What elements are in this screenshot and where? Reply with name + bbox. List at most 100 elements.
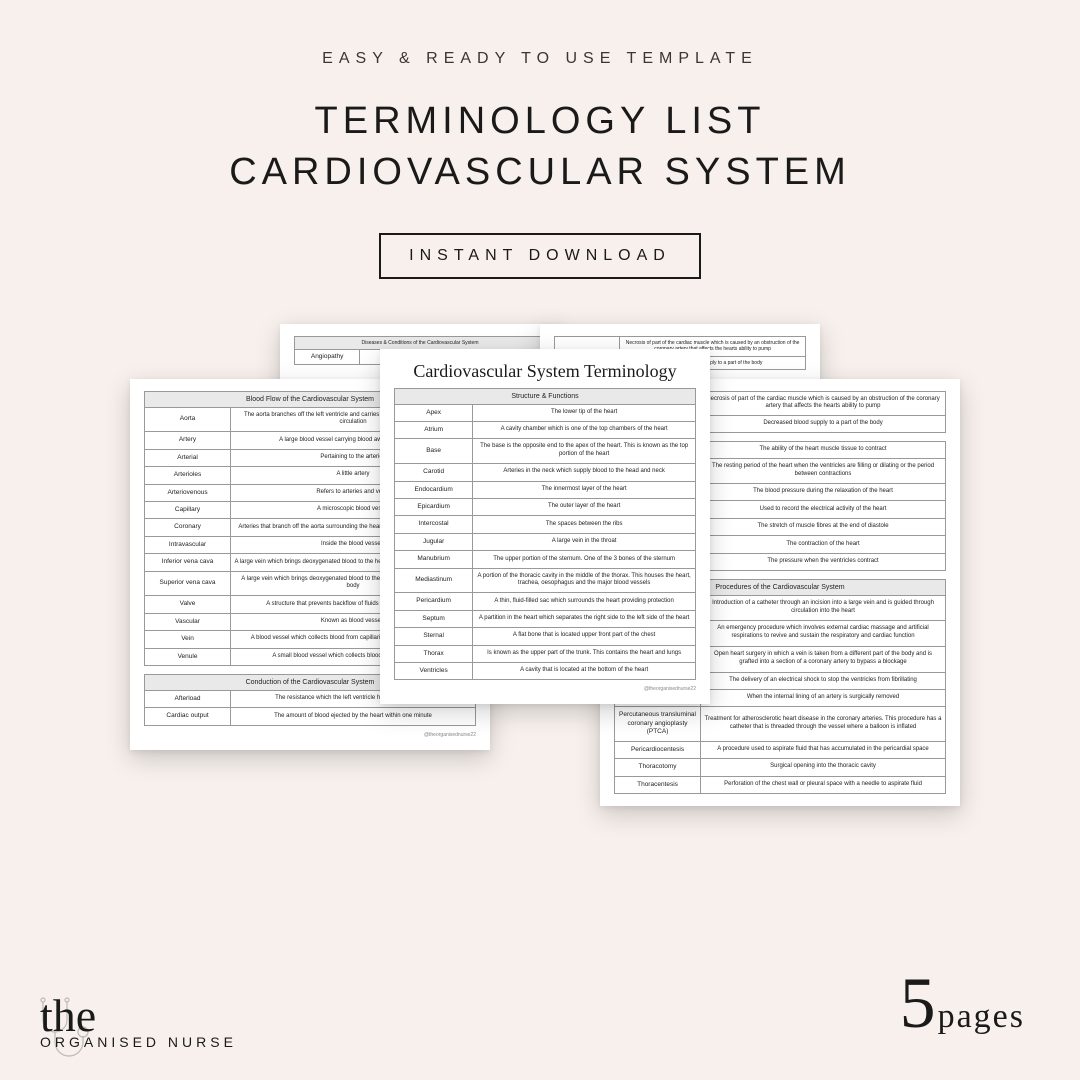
definition-cell: The contraction of the heart [701, 536, 946, 553]
term-cell: Venule [145, 648, 231, 665]
table-row: Cardiac outputThe amount of blood ejecte… [145, 708, 476, 725]
page-count-num: 5 [900, 962, 936, 1045]
term-cell: Capillary [145, 501, 231, 518]
term-cell: Thoracentesis [615, 776, 701, 793]
preview-page-front: Cardiovascular System Terminology Struct… [380, 349, 710, 705]
term-cell: Vein [145, 631, 231, 648]
term-cell: Artery [145, 432, 231, 449]
definition-cell: Treatment for atherosclerotic heart dise… [701, 707, 946, 741]
table-row: EpicardiumThe outer layer of the heart [395, 498, 696, 515]
term-cell: Epicardium [395, 498, 473, 515]
term-cell: Endocardium [395, 481, 473, 498]
table-row: ApexThe lower tip of the heart [395, 404, 696, 421]
credit-left: @theorganisednurse22 [144, 732, 476, 738]
term-cell: Angiopathy [295, 349, 360, 364]
term-cell: Arteriovenous [145, 484, 231, 501]
definition-cell: A large vein in the throat [473, 533, 696, 550]
definition-cell: The ability of the heart muscle tissue t… [701, 441, 946, 458]
table-row: SeptumA partition in the heart which sep… [395, 610, 696, 627]
term-cell: Inferior vena cava [145, 554, 231, 571]
definition-cell: Decreased blood supply to a part of the … [701, 416, 946, 433]
term-cell: Afterload [145, 691, 231, 708]
definition-cell: Is known as the upper part of the trunk.… [473, 645, 696, 662]
definition-cell: Necrosis of part of the cardiac muscle w… [701, 391, 946, 416]
table-row: ThoraxIs known as the upper part of the … [395, 645, 696, 662]
definition-cell: The resting period of the heart when the… [701, 459, 946, 484]
table-row: IntercostalThe spaces between the ribs [395, 516, 696, 533]
table-row: AtriumA cavity chamber which is one of t… [395, 422, 696, 439]
term-cell: Intravascular [145, 536, 231, 553]
term-cell: Jugular [395, 533, 473, 550]
table-row: MediastinumA portion of the thoracic cav… [395, 568, 696, 593]
instant-download-badge: INSTANT DOWNLOAD [379, 233, 701, 279]
page-preview-stage: Diseases & Conditions of the Cardiovascu… [0, 309, 1080, 989]
table-row: CarotidArteries in the neck which supply… [395, 464, 696, 481]
definition-cell: A flat bone that is located upper front … [473, 628, 696, 645]
definition-cell: A partition in the heart which separates… [473, 610, 696, 627]
term-cell: Pericardiocentesis [615, 741, 701, 758]
table-row: BaseThe base is the opposite end to the … [395, 439, 696, 464]
definition-cell: Arteries in the neck which supply blood … [473, 464, 696, 481]
definition-cell: The innermost layer of the heart [473, 481, 696, 498]
definition-cell: Open heart surgery in which a vein is ta… [701, 646, 946, 672]
term-cell: Mediastinum [395, 568, 473, 593]
definition-cell: Used to record the electrical activity o… [701, 501, 946, 518]
brand-logo: the ORGANISED NURSE [40, 1002, 237, 1050]
term-cell: Apex [395, 404, 473, 421]
table-row: JugularA large vein in the throat [395, 533, 696, 550]
definition-cell: The stretch of muscle fibres at the end … [701, 518, 946, 535]
definition-cell: The pressure when the ventricles contrac… [701, 553, 946, 570]
back-left-section: Diseases & Conditions of the Cardiovascu… [295, 336, 546, 349]
credit-front: @theorganisednurse22 [394, 686, 696, 692]
eyebrow-text: EASY & READY TO USE TEMPLATE [0, 50, 1080, 68]
term-cell: Pericardium [395, 593, 473, 610]
definition-cell: The delivery of an electrical shock to s… [701, 672, 946, 689]
term-cell: Cardiac output [145, 708, 231, 725]
table-row: PericardiumA thin, fluid-filled sac whic… [395, 593, 696, 610]
definition-cell: Surgical opening into the thoracic cavit… [701, 759, 946, 776]
front-section: Structure & Functions [395, 388, 696, 404]
definition-cell: An emergency procedure which involves ex… [701, 620, 946, 646]
definition-cell: A thin, fluid-filled sac which surrounds… [473, 593, 696, 610]
term-cell: Atrium [395, 422, 473, 439]
term-cell: Arterioles [145, 467, 231, 484]
badge-container: INSTANT DOWNLOAD [0, 233, 1080, 279]
definition-cell: The spaces between the ribs [473, 516, 696, 533]
page-count: 5pages [900, 962, 1025, 1045]
definition-cell: The outer layer of the heart [473, 498, 696, 515]
table-row: ManubriumThe upper portion of the sternu… [395, 551, 696, 568]
stethoscope-icon [28, 992, 98, 1062]
table-row: ThoracotomySurgical opening into the tho… [615, 759, 946, 776]
definition-cell: Perforation of the chest wall or pleural… [701, 776, 946, 793]
term-cell: Ventricles [395, 663, 473, 680]
definition-cell: A portion of the thoracic cavity in the … [473, 568, 696, 593]
term-cell: Septum [395, 610, 473, 627]
definition-cell: The amount of blood ejected by the heart… [231, 708, 476, 725]
definition-cell: A cavity chamber which is one of the top… [473, 422, 696, 439]
header: EASY & READY TO USE TEMPLATE TERMINOLOGY… [0, 0, 1080, 199]
term-cell: Valve [145, 596, 231, 613]
term-cell: Sternal [395, 628, 473, 645]
front-script-title: Cardiovascular System Terminology [394, 361, 696, 382]
table-row: PericardiocentesisA procedure used to as… [615, 741, 946, 758]
table-row: Percutaneous transluminal coronary angio… [615, 707, 946, 741]
page-count-word: pages [938, 998, 1025, 1035]
definition-cell: The base is the opposite end to the apex… [473, 439, 696, 464]
definition-cell: The upper portion of the sternum. One of… [473, 551, 696, 568]
term-cell: Aorta [145, 407, 231, 432]
definition-cell: The lower tip of the heart [473, 404, 696, 421]
term-cell: Arterial [145, 449, 231, 466]
definition-cell: When the internal lining of an artery is… [701, 689, 946, 706]
table-row: ThoracentesisPerforation of the chest wa… [615, 776, 946, 793]
term-cell: Manubrium [395, 551, 473, 568]
definition-cell: A cavity that is located at the bottom o… [473, 663, 696, 680]
definition-cell: The blood pressure during the relaxation… [701, 484, 946, 501]
term-cell: Carotid [395, 464, 473, 481]
table-row: VentriclesA cavity that is located at th… [395, 663, 696, 680]
title-line-1: TERMINOLOGY LIST [0, 96, 1080, 147]
term-cell: Base [395, 439, 473, 464]
title-line-2: CARDIOVASCULAR SYSTEM [0, 147, 1080, 198]
table-row: EndocardiumThe innermost layer of the he… [395, 481, 696, 498]
term-cell: Superior vena cava [145, 571, 231, 596]
term-cell: Percutaneous transluminal coronary angio… [615, 707, 701, 741]
